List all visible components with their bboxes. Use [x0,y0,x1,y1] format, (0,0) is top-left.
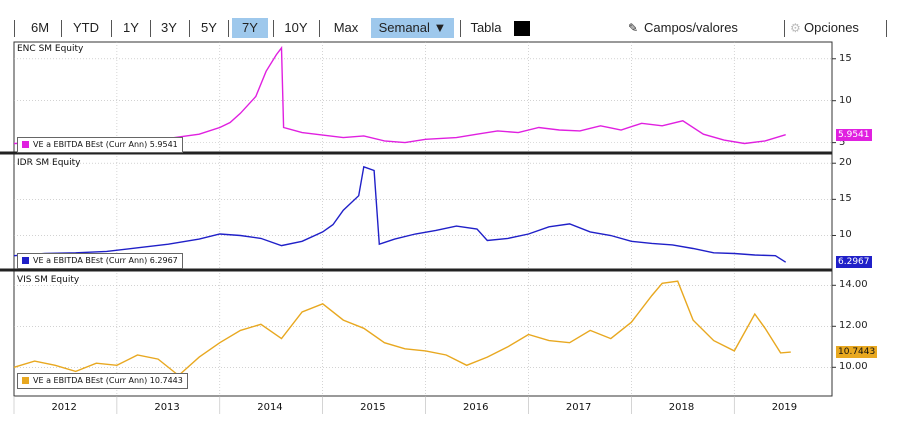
range-7y-button[interactable]: 7Y [232,18,268,38]
color-swatch-button[interactable] [514,21,530,36]
fields-values-label: Campos/valores [644,20,738,35]
y-tick-label: 15 [839,52,852,64]
y-tick-label: 10.00 [839,361,868,373]
legend-label: VE a EBITDA BEst (Curr Ann) 5.9541 [33,140,178,149]
plot-frame [13,41,833,397]
y-tick-label: 5 [839,136,846,148]
legend: VE a EBITDA BEst (Curr Ann) 6.2967 [17,253,183,269]
legend: VE a EBITDA BEst (Curr Ann) 5.9541 [17,137,183,153]
range-6m-button[interactable]: 6M [30,20,50,35]
toolbar-separator [150,20,151,37]
series-line [13,165,787,263]
range-10y-button[interactable]: 10Y [284,20,308,35]
table-button[interactable]: Tabla [470,20,502,35]
toolbar-separator [14,20,15,37]
panel-label: IDR SM Equity [17,158,81,168]
last-value-badge: 10.7443 [836,346,878,359]
x-axis-label: 2017 [565,402,592,413]
x-axis-label: 2016 [463,402,489,413]
x-axis-label: 2019 [771,402,798,413]
toolbar-separator [273,20,274,37]
options-label: Opciones [804,20,859,35]
last-value-badge: 5.9541 [836,128,872,141]
series-line [13,45,786,145]
range-1y-button[interactable]: 1Y [123,20,139,35]
x-axis-label: 2018 [668,402,695,413]
y-tick-label: 14.00 [839,279,868,291]
y-tick-label: 12.00 [839,320,868,332]
last-value-badge: 6.2967 [836,256,872,269]
frequency-dropdown[interactable]: Semanal ▼ [371,18,454,38]
x-axis-label: 2013 [154,402,180,413]
y-tick-label: 20 [839,157,852,169]
toolbar-separator [61,20,62,37]
range-ytd-button[interactable]: YTD [73,20,99,35]
x-axis-label: 2012 [51,402,77,413]
series-line [13,280,791,377]
range-5y-button[interactable]: 5Y [201,20,217,35]
toolbar-separator [460,20,461,37]
legend-swatch [22,141,29,148]
gear-icon: ⚙ [790,21,801,35]
x-axis-label: 2014 [257,402,283,413]
y-tick-label: 15 [839,193,852,205]
toolbar: 6M YTD 1Y 3Y 5Y 7Y 10Y Max Semanal ▼ Tab… [0,0,897,40]
legend-swatch [22,377,29,384]
legend-label: VE a EBITDA BEst (Curr Ann) 10.7443 [33,376,183,385]
panel-divider [0,268,832,272]
legend: VE a EBITDA BEst (Curr Ann) 10.7443 [17,373,188,389]
toolbar-separator [189,20,190,37]
legend-swatch [22,257,29,264]
range-3y-button[interactable]: 3Y [161,20,177,35]
chart-edit-icon: ✎ [628,21,639,35]
toolbar-separator [228,20,229,37]
toolbar-separator [886,20,887,37]
panel-label: ENC SM Equity [17,44,84,54]
legend-label: VE a EBITDA BEst (Curr Ann) 6.2967 [33,256,178,265]
x-axis-label: 2015 [360,402,386,413]
toolbar-separator [319,20,320,37]
fields-values-button[interactable]: ✎ Campos/valores [628,18,778,38]
panel-label: VIS SM Equity [17,275,80,285]
toolbar-separator [111,20,112,37]
y-tick-label: 10 [839,229,852,241]
y-tick-label: 10 [839,94,852,106]
options-button[interactable]: ⚙ Opciones [790,18,870,38]
panel-divider [0,151,832,155]
toolbar-separator [784,20,785,37]
range-max-button[interactable]: Max [333,20,359,35]
